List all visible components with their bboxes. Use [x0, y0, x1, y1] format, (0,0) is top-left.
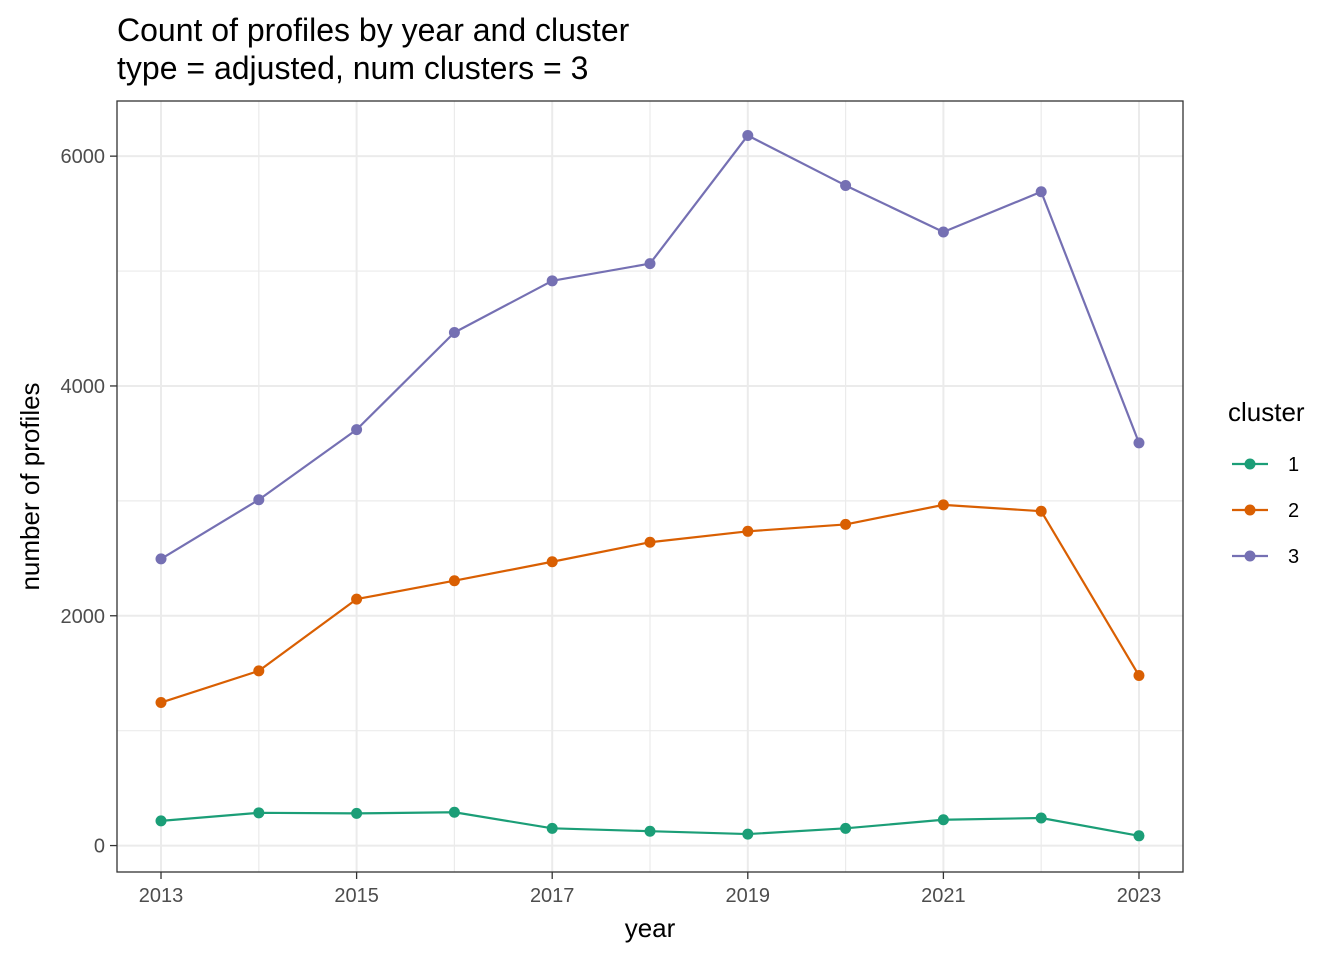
data-point-cluster-3 — [1133, 437, 1145, 449]
legend-items: 1 2 3 — [1232, 454, 1299, 568]
legend-item-cluster-3: 3 — [1232, 546, 1299, 568]
data-point-cluster-1 — [1133, 830, 1145, 842]
x-tick-label: 2019 — [726, 885, 771, 907]
data-point-cluster-1 — [546, 822, 558, 834]
x-axis-tick-labels: 2013 2015 2017 2019 2021 2023 — [139, 885, 1161, 907]
y-axis-tick-labels: 0 2000 4000 6000 — [61, 146, 106, 857]
data-point-cluster-2 — [351, 593, 363, 605]
data-point-cluster-3 — [644, 258, 656, 270]
data-point-cluster-3 — [351, 424, 363, 436]
data-point-cluster-3 — [448, 327, 460, 339]
x-tick-label: 2021 — [921, 885, 966, 907]
x-axis-title: year — [625, 913, 676, 943]
legend-label: 3 — [1288, 546, 1299, 568]
legend-title: cluster — [1228, 397, 1305, 427]
chart-subtitle: type = adjusted, num clusters = 3 — [117, 50, 589, 86]
data-point-cluster-2 — [742, 525, 754, 537]
minor-gridlines — [117, 101, 1183, 872]
legend-key-point — [1244, 458, 1256, 470]
data-point-cluster-2 — [448, 575, 460, 587]
data-point-cluster-1 — [840, 822, 852, 834]
data-point-cluster-2 — [253, 665, 265, 677]
y-tick-label: 0 — [94, 836, 105, 858]
data-point-cluster-3 — [546, 275, 558, 287]
legend-key-point — [1244, 550, 1256, 562]
data-point-cluster-1 — [253, 807, 265, 819]
data-point-cluster-1 — [644, 825, 656, 837]
data-point-cluster-2 — [644, 536, 656, 548]
chart-title: Count of profiles by year and cluster — [117, 12, 630, 48]
y-tick-label: 2000 — [61, 606, 106, 628]
legend-label: 2 — [1288, 500, 1299, 522]
data-point-cluster-3 — [840, 179, 852, 191]
x-tick-label: 2013 — [139, 885, 184, 907]
legend-item-cluster-1: 1 — [1232, 454, 1299, 476]
x-tick-label: 2015 — [334, 885, 379, 907]
y-axis-title: number of profiles — [15, 382, 45, 590]
data-point-cluster-3 — [937, 226, 949, 238]
legend-key-point — [1244, 504, 1256, 516]
y-tick-label: 6000 — [61, 146, 106, 168]
data-point-cluster-1 — [742, 828, 754, 840]
data-point-cluster-3 — [742, 129, 754, 141]
data-point-cluster-3 — [155, 553, 167, 565]
x-tick-label: 2017 — [530, 885, 575, 907]
data-point-cluster-3 — [1035, 186, 1047, 198]
data-point-cluster-2 — [840, 518, 852, 530]
data-point-cluster-2 — [546, 556, 558, 568]
plot-panel-border — [116, 100, 1184, 873]
x-tick-label: 2023 — [1117, 885, 1162, 907]
data-point-cluster-1 — [937, 814, 949, 826]
legend: cluster 1 2 3 — [1228, 397, 1305, 568]
axis-ticks — [110, 155, 1140, 879]
data-point-cluster-1 — [448, 806, 460, 818]
data-point-cluster-1 — [351, 807, 363, 819]
data-point-cluster-3 — [253, 494, 265, 506]
data-point-cluster-2 — [937, 499, 949, 511]
data-point-cluster-2 — [1035, 505, 1047, 517]
data-point-cluster-2 — [1133, 670, 1145, 682]
series-points — [155, 129, 1145, 842]
legend-label: 1 — [1288, 454, 1299, 476]
data-point-cluster-1 — [1035, 812, 1047, 824]
data-point-cluster-2 — [155, 697, 167, 709]
data-point-cluster-1 — [155, 815, 167, 827]
legend-item-cluster-2: 2 — [1232, 500, 1299, 522]
y-tick-label: 4000 — [61, 376, 106, 398]
